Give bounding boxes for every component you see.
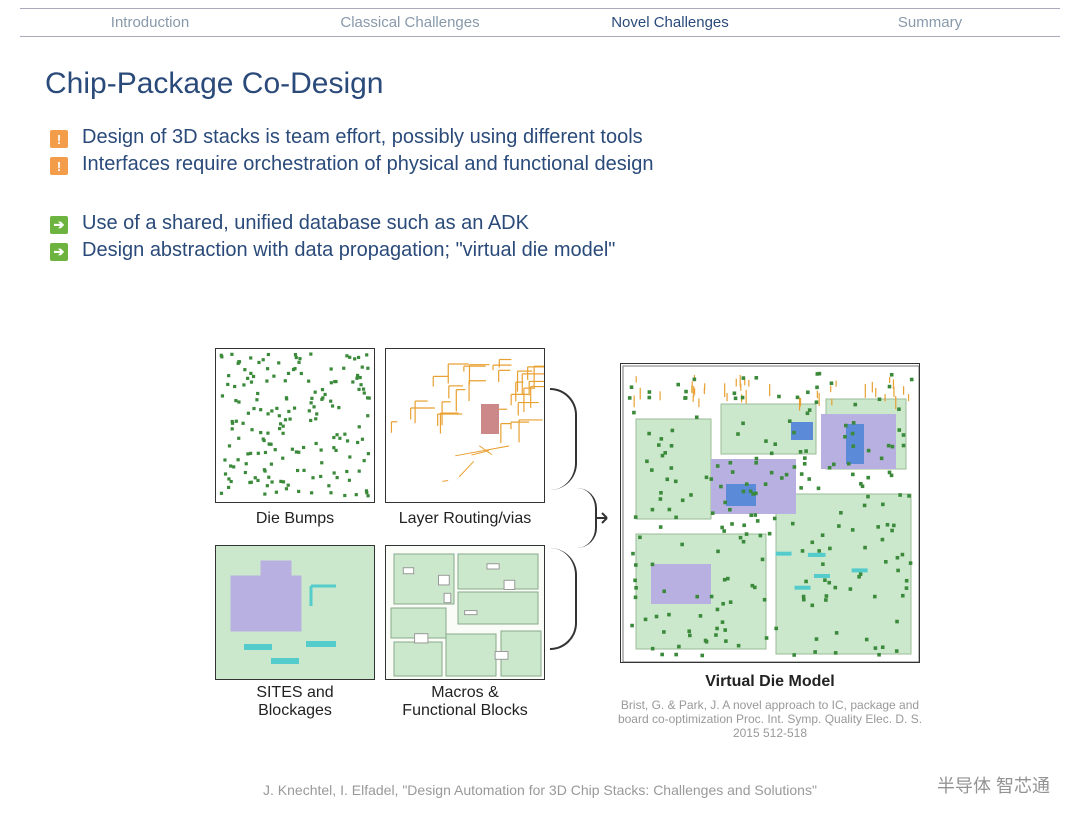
panel-sites (215, 545, 375, 680)
arrow-icon (595, 508, 615, 528)
bullet-text: Design abstraction with data propagation… (82, 239, 615, 262)
bracket-arc (550, 548, 577, 650)
panel-virtual-die (620, 363, 920, 663)
footer-citation: J. Knechtel, I. Elfadel, "Design Automat… (0, 782, 1080, 798)
watermark: 半导体 智芯通 (937, 772, 1050, 798)
arrow-icon: ➔ (50, 216, 68, 234)
label-macros: Macros & Functional Blocks (385, 684, 545, 720)
label-virtual-die: Virtual Die Model (620, 673, 920, 691)
bracket-arc (575, 488, 597, 518)
citation: Brist, G. & Park, J. A novel approach to… (610, 698, 930, 740)
bracket-arc (550, 388, 577, 490)
nav-tabs: Introduction Classical Challenges Novel … (20, 8, 1060, 37)
bullet-text: Use of a shared, unified database such a… (82, 212, 529, 235)
bullet-go-1: ➔ Use of a shared, unified database such… (50, 212, 1080, 235)
slide-title: Chip-Package Co-Design (45, 67, 1080, 101)
nav-intro[interactable]: Introduction (20, 14, 280, 31)
panel-die-bumps (215, 348, 375, 503)
bullet-warn-2: ! Interfaces require orchestration of ph… (50, 153, 1080, 176)
diagram-area: Die Bumps Layer Routing/vias SITES and B… (175, 348, 935, 728)
arrow-icon: ➔ (50, 243, 68, 261)
label-die-bumps: Die Bumps (215, 510, 375, 528)
panel-macros (385, 545, 545, 680)
panel-layer-routing (385, 348, 545, 503)
nav-summary[interactable]: Summary (800, 14, 1060, 31)
warning-icon: ! (50, 130, 68, 148)
bullet-go-2: ➔ Design abstraction with data propagati… (50, 239, 1080, 262)
nav-novel[interactable]: Novel Challenges (540, 14, 800, 31)
warning-icon: ! (50, 157, 68, 175)
label-sites: SITES and Blockages (215, 684, 375, 720)
label-layer-routing: Layer Routing/vias (385, 510, 545, 528)
nav-classical[interactable]: Classical Challenges (280, 14, 540, 31)
bracket-arc (575, 518, 597, 548)
bullet-text: Interfaces require orchestration of phys… (82, 153, 653, 176)
bullet-list: ! Design of 3D stacks is team effort, po… (50, 126, 1080, 262)
bullet-text: Design of 3D stacks is team effort, poss… (82, 126, 643, 149)
bullet-warn-1: ! Design of 3D stacks is team effort, po… (50, 126, 1080, 149)
